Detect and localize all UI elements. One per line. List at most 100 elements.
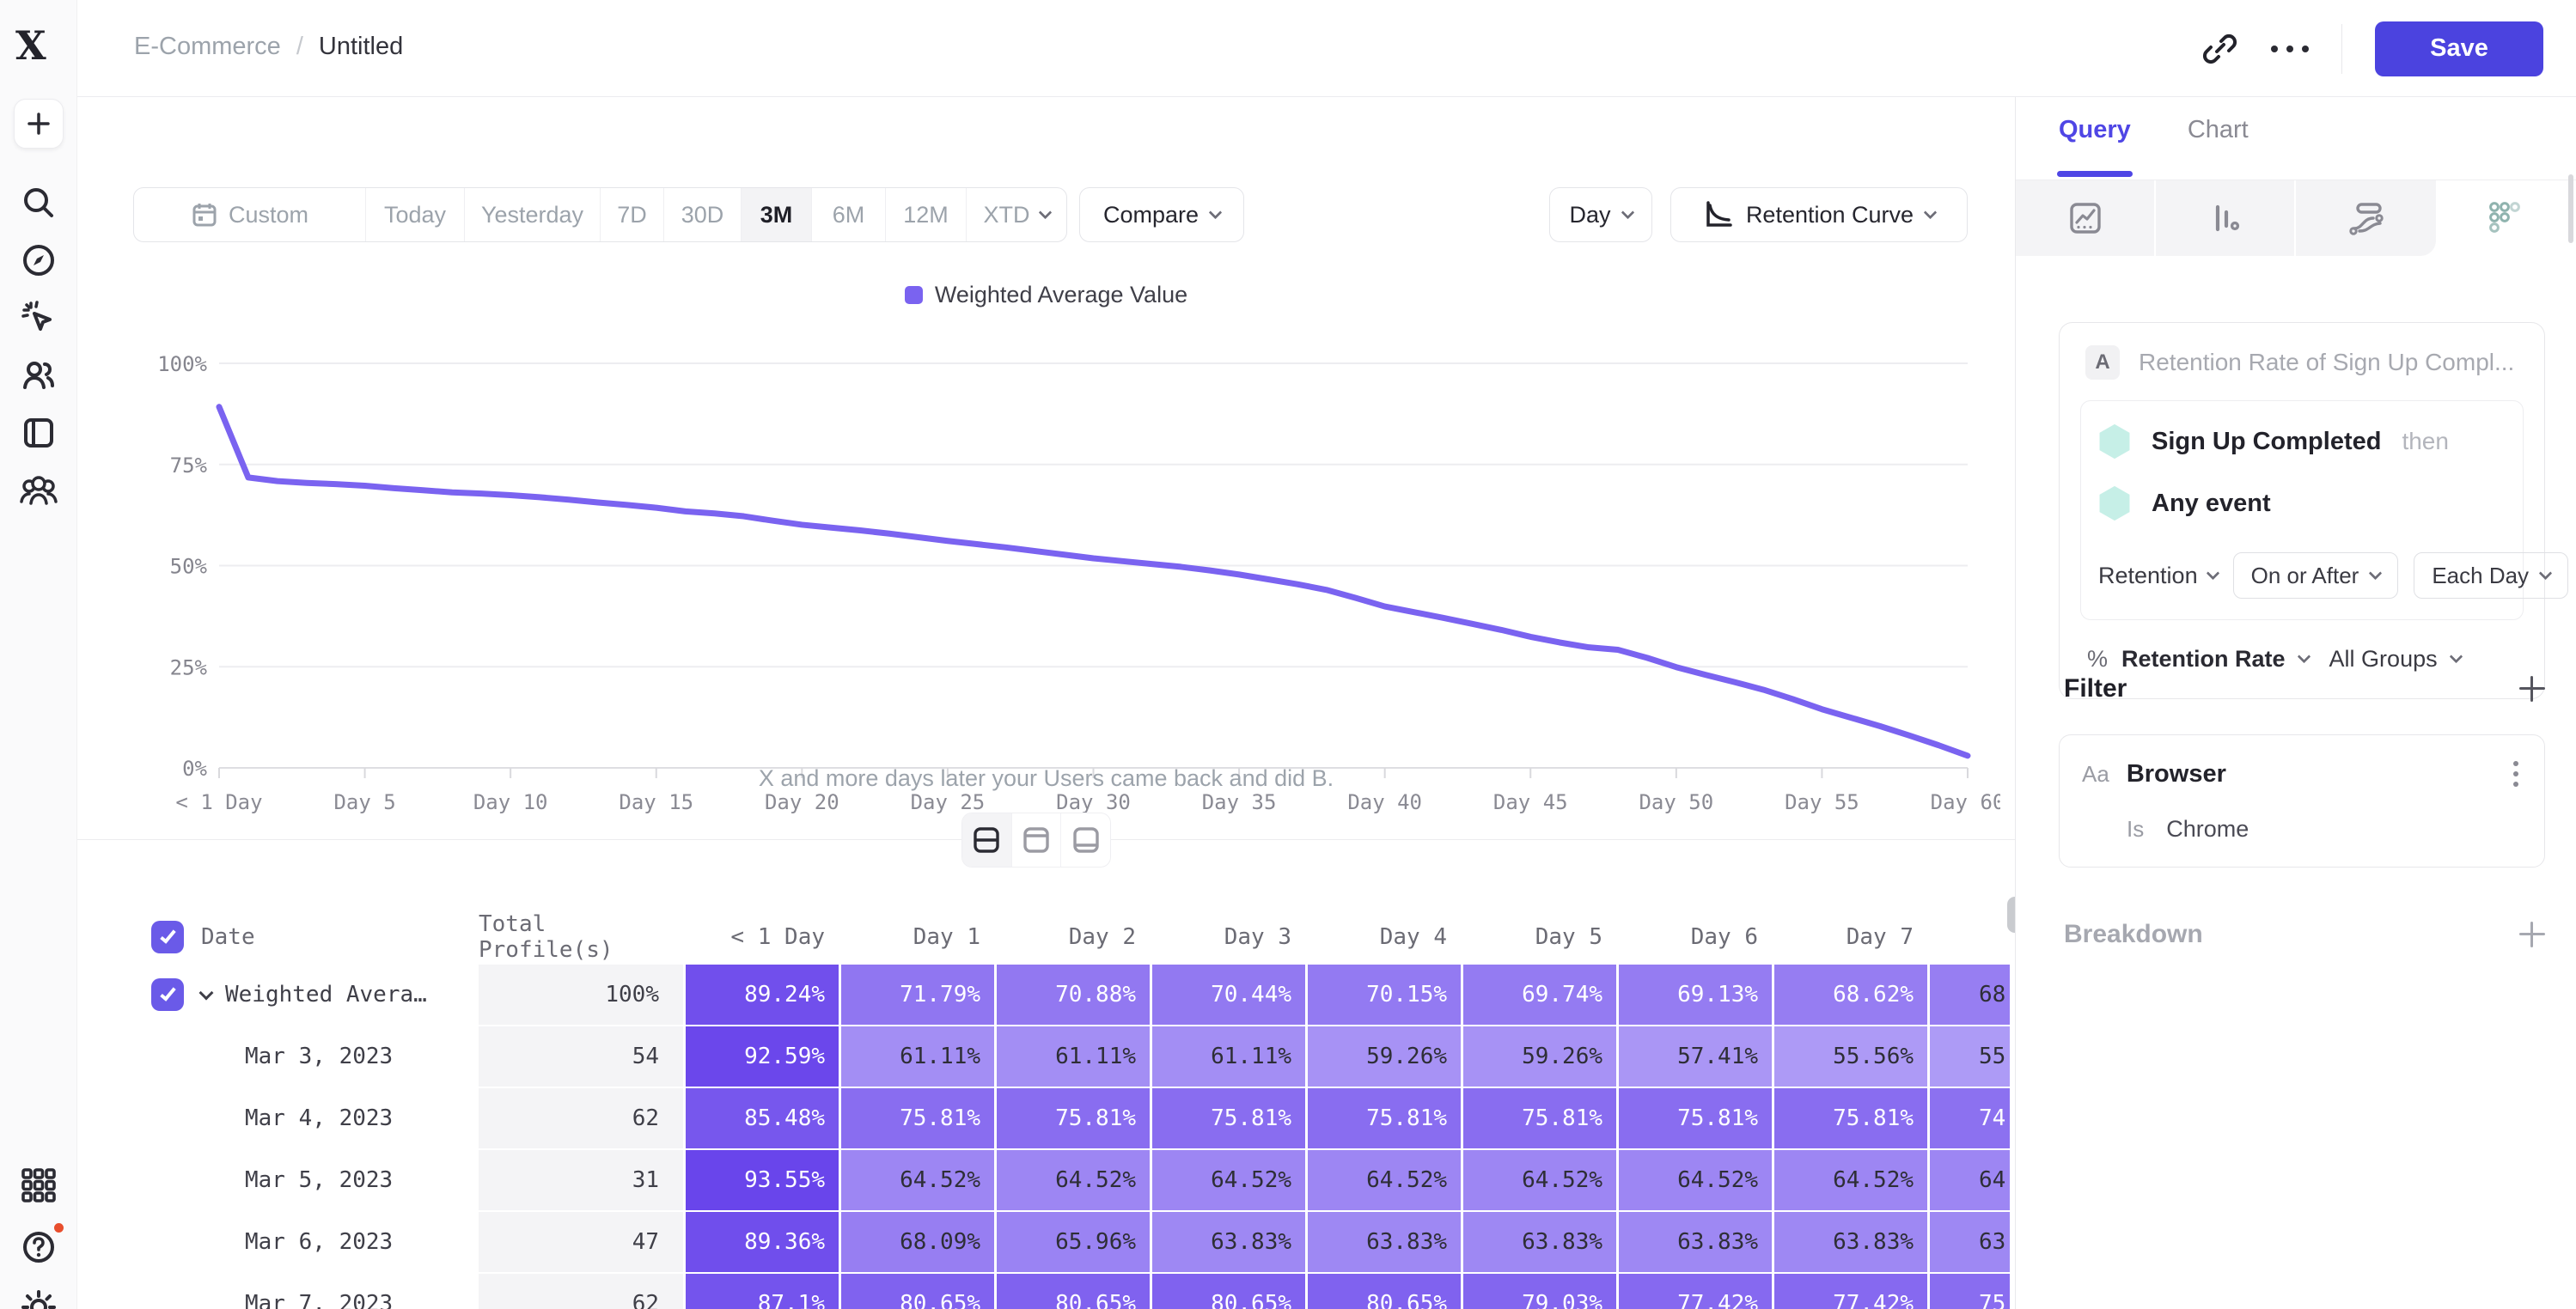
column-header-day[interactable]: Day 4 (1379, 924, 1447, 950)
app-logo[interactable]: X (15, 22, 46, 69)
layout-split-button[interactable] (962, 813, 1012, 867)
each-day-dropdown[interactable]: Each Day (2414, 552, 2569, 599)
retention-value-cell[interactable]: 69.13% (1619, 965, 1772, 1025)
select-all-checkbox[interactable] (151, 921, 184, 953)
retention-value-cell[interactable]: 64.52% (997, 1150, 1150, 1210)
retention-value-cell[interactable]: 64.52% (1774, 1150, 1927, 1210)
retention-value-cell[interactable]: 65.96% (997, 1212, 1150, 1272)
retention-value-cell[interactable]: 63.83% (1152, 1212, 1305, 1272)
explore-button[interactable] (19, 240, 58, 280)
viz-insights-button[interactable] (2016, 180, 2156, 256)
retention-value-cell[interactable]: 89.36% (686, 1212, 839, 1272)
retention-value-cell[interactable]: 63.83% (1463, 1212, 1616, 1272)
compare-button[interactable]: Compare (1079, 187, 1244, 242)
range-xtd-button[interactable]: XTD (967, 188, 1066, 241)
retention-value-cell[interactable]: 75.81% (1619, 1088, 1772, 1148)
retention-value-cell[interactable]: 63.83% (1619, 1212, 1772, 1272)
measure-dropdown[interactable]: Retention Rate (2121, 646, 2286, 672)
retention-value-cell[interactable]: 75.81% (1308, 1088, 1461, 1148)
retention-value-cell[interactable]: 64.52% (1308, 1150, 1461, 1210)
event-step-1[interactable]: Sign Up Completed then (2098, 423, 2506, 460)
viz-bar-chart-button[interactable] (2156, 180, 2296, 256)
chart-legend[interactable]: Weighted Average Value (77, 282, 2015, 308)
column-header-day[interactable]: Day 5 (1535, 924, 1602, 950)
range-12m-button[interactable]: 12M (886, 188, 967, 241)
tab-chart[interactable]: Chart (2187, 116, 2249, 143)
filter-operator[interactable]: Is (2127, 816, 2145, 842)
retention-value-cell[interactable]: 57.41% (1619, 1026, 1772, 1087)
retention-value-cell[interactable]: 68.62% (1774, 965, 1927, 1025)
add-filter-button[interactable] (2519, 676, 2545, 702)
retention-value-cell[interactable]: 75.81% (1774, 1088, 1927, 1148)
viz-flows-button[interactable] (2296, 180, 2436, 256)
retention-value-cell[interactable]: 68 (1930, 965, 2010, 1025)
retention-value-cell[interactable]: 71.79% (841, 965, 994, 1025)
retention-value-cell[interactable]: 93.55% (686, 1150, 839, 1210)
column-header-day[interactable]: < 1 Day (730, 924, 825, 950)
retention-value-cell[interactable]: 69.74% (1463, 965, 1616, 1025)
column-header-day[interactable]: Day 2 (1068, 924, 1136, 950)
retention-value-cell[interactable]: 55 (1930, 1026, 2010, 1087)
retention-value-cell[interactable]: 59.26% (1308, 1026, 1461, 1087)
retention-value-cell[interactable]: 80.65% (841, 1274, 994, 1309)
retention-value-cell[interactable]: 64 (1930, 1150, 2010, 1210)
retention-value-cell[interactable]: 74 (1930, 1088, 2010, 1148)
new-report-button[interactable] (13, 99, 64, 149)
range-today-button[interactable]: Today (366, 188, 465, 241)
range-30d-button[interactable]: 30D (664, 188, 742, 241)
on-or-after-dropdown[interactable]: On or After (2232, 552, 2399, 599)
table-scrollbar-thumb[interactable] (2007, 897, 2015, 933)
retention-value-cell[interactable]: 63.83% (1774, 1212, 1927, 1272)
layout-top-button[interactable] (1012, 813, 1062, 867)
range-7d-button[interactable]: 7D (601, 188, 664, 241)
settings-button[interactable] (18, 1287, 59, 1309)
range-6m-button[interactable]: 6M (812, 188, 886, 241)
panel-scrollbar-thumb[interactable] (2568, 174, 2573, 243)
profiles-button[interactable] (19, 356, 58, 395)
retention-value-cell[interactable]: 80.65% (1152, 1274, 1305, 1309)
retention-value-cell[interactable]: 64.52% (1619, 1150, 1772, 1210)
retention-value-cell[interactable]: 89.24% (686, 965, 839, 1025)
row-checkbox[interactable] (151, 978, 184, 1011)
retention-value-cell[interactable]: 61.11% (841, 1026, 994, 1087)
column-header-day[interactable]: Day 7 (1846, 924, 1914, 950)
range-yesterday-button[interactable]: Yesterday (465, 188, 601, 241)
retention-value-cell[interactable]: 75.81% (997, 1088, 1150, 1148)
retention-value-cell[interactable]: 79.03% (1463, 1274, 1616, 1309)
retention-value-cell[interactable]: 75.81% (1152, 1088, 1305, 1148)
add-breakdown-button[interactable] (2519, 922, 2545, 947)
share-link-icon[interactable] (2201, 30, 2238, 68)
row-expand-chevron[interactable] (198, 985, 214, 1001)
retention-value-cell[interactable]: 92.59% (686, 1026, 839, 1087)
event-step-2[interactable]: Any event (2098, 485, 2506, 521)
save-button[interactable]: Save (2375, 21, 2543, 76)
retention-value-cell[interactable]: 87.1% (686, 1274, 839, 1309)
breadcrumb-page-title[interactable]: Untitled (318, 33, 404, 60)
retention-value-cell[interactable]: 77.42% (1619, 1274, 1772, 1309)
chart-view-dropdown[interactable]: Retention Curve (1670, 187, 1968, 242)
retention-value-cell[interactable]: 64.52% (1463, 1150, 1616, 1210)
retention-value-cell[interactable]: 75 (1930, 1274, 2010, 1309)
apps-button[interactable] (20, 1166, 58, 1204)
query-title[interactable]: Retention Rate of Sign Up Compl... (2139, 349, 2515, 375)
retention-value-cell[interactable]: 70.15% (1308, 965, 1461, 1025)
more-options-icon[interactable] (2271, 45, 2309, 52)
retention-value-cell[interactable]: 70.44% (1152, 965, 1305, 1025)
retention-mode-dropdown[interactable]: Retention (2098, 563, 2219, 589)
retention-value-cell[interactable]: 77.42% (1774, 1274, 1927, 1309)
cohorts-button[interactable] (17, 471, 60, 510)
retention-value-cell[interactable]: 64.52% (841, 1150, 994, 1210)
retention-value-cell[interactable]: 75.81% (1463, 1088, 1616, 1148)
filter-kebab-menu[interactable] (2510, 758, 2522, 790)
tab-query[interactable]: Query (2059, 116, 2131, 143)
column-header-total[interactable]: Total Profile(s) (479, 913, 613, 963)
retention-value-cell[interactable]: 63 (1930, 1212, 2010, 1272)
column-header-day[interactable]: Day 1 (913, 924, 980, 950)
range-custom-button[interactable]: Custom (134, 188, 366, 241)
retention-value-cell[interactable]: 59.26% (1463, 1026, 1616, 1087)
filter-value[interactable]: Chrome (2166, 816, 2249, 842)
breadcrumb-section[interactable]: E-Commerce (134, 33, 281, 60)
retention-value-cell[interactable]: 63.83% (1308, 1212, 1461, 1272)
viz-retention-button[interactable] (2436, 180, 2576, 256)
retention-value-cell[interactable]: 61.11% (1152, 1026, 1305, 1087)
